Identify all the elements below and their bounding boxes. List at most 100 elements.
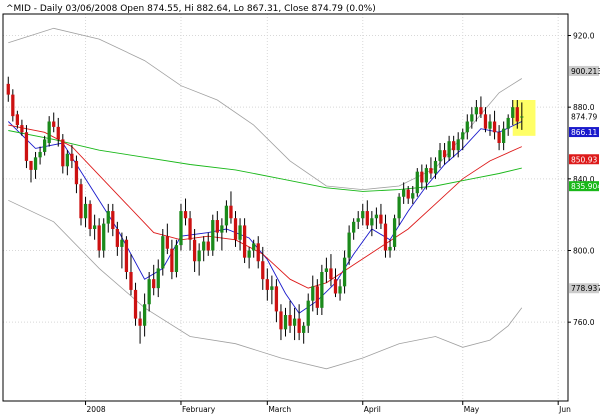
candle-body [347, 232, 351, 258]
value-tag-label: 866.11 [571, 128, 597, 137]
candle-body [447, 141, 451, 158]
candle-body [202, 241, 206, 251]
candle-body [152, 279, 156, 289]
candle-body [406, 189, 410, 199]
candle-body [192, 239, 197, 262]
candle-body [465, 121, 469, 133]
candle-body [315, 286, 319, 308]
candle-body [411, 193, 415, 199]
candle-body [370, 218, 374, 226]
candle-body [383, 223, 388, 251]
x-axis: 2008 February March April May Jun [85, 401, 571, 414]
candle-body [470, 114, 474, 122]
value-tags: 900.213 874.79 866.11 850.93 835.904 778.937 [569, 65, 600, 294]
chart-title: ^MID - Daily 03/06/2008 Open 874.55, Hi … [6, 4, 376, 14]
value-tag-label: 835.904 [571, 182, 600, 191]
value-tag-label: 900.213 [571, 67, 600, 76]
y-tick-label: 840.0 [573, 175, 595, 184]
candle-body [352, 221, 356, 233]
value-tag-box [569, 154, 599, 165]
candle-body [33, 157, 38, 170]
x-tick-label: 2008 [87, 405, 106, 414]
candle-body [479, 107, 483, 115]
candle-body [233, 218, 238, 240]
candle-body [61, 139, 65, 167]
candle-body [247, 250, 251, 258]
candle-body [511, 107, 515, 118]
value-tag-label: 874.79 [571, 113, 597, 122]
candle-body [502, 128, 506, 143]
candle-body [120, 239, 124, 247]
grid-lines [3, 14, 568, 401]
candle-body [306, 300, 310, 326]
envelope-line-1 [8, 27, 523, 191]
candle-body [374, 214, 379, 219]
candle-body [179, 211, 183, 246]
y-tick-label: 880.0 [573, 103, 595, 112]
candle-body [174, 245, 179, 272]
candle-body [15, 114, 19, 126]
candle-body [106, 211, 110, 224]
candle-body [70, 153, 74, 161]
candle-body [115, 229, 119, 247]
candle-body [429, 168, 433, 174]
candle-body [147, 279, 151, 305]
candle-body [474, 107, 479, 115]
candle-body [424, 168, 429, 183]
candle-body [365, 211, 369, 226]
candle-body [92, 225, 97, 229]
candle-body [88, 203, 92, 229]
candle-body [83, 203, 88, 219]
y-tick-label: 800.0 [573, 247, 595, 256]
candle-body [165, 236, 169, 249]
candle-body [261, 261, 265, 280]
candle-body [288, 315, 292, 326]
candle-body [283, 315, 288, 330]
candle-body [256, 243, 260, 262]
candle-body [252, 243, 256, 251]
moving-average-line-3 [8, 130, 522, 192]
candle-body [215, 220, 219, 233]
candle-body [379, 214, 383, 224]
candle-body [483, 114, 488, 129]
candle-body [102, 223, 106, 251]
candle-body [224, 205, 229, 226]
candle-body [492, 121, 497, 133]
y-tick-label: 920.0 [573, 32, 595, 41]
candle-body [11, 94, 15, 117]
candle-body [420, 171, 424, 183]
candle-body [333, 279, 338, 294]
candle-body [456, 139, 460, 151]
candle-body [442, 150, 447, 158]
candle-body [279, 311, 283, 330]
candle-body [361, 211, 365, 219]
candle-body [38, 151, 42, 158]
x-tick-label: April [364, 405, 381, 414]
candle-body [188, 218, 192, 240]
candle-body [229, 205, 233, 219]
candle-body [65, 153, 69, 167]
value-tag-label: 850.93 [571, 155, 597, 164]
candle-body [392, 218, 397, 247]
plot-frame [2, 13, 569, 402]
candlesticks [6, 76, 524, 344]
candle-body [242, 225, 247, 258]
candle-body [211, 220, 215, 251]
candle-body [133, 289, 138, 319]
envelope-line-2 [8, 199, 523, 370]
y-tick-label: 760.0 [573, 318, 595, 327]
candle-body [138, 318, 142, 326]
candle-body [29, 160, 33, 170]
candle-body [488, 121, 492, 129]
candle-body [338, 286, 342, 294]
candle-body [97, 225, 101, 251]
candle-body [156, 268, 160, 289]
candle-body [388, 246, 392, 251]
candle-body [292, 318, 297, 326]
candle-body [206, 241, 210, 251]
value-tag-box [569, 283, 599, 294]
candle-body [497, 132, 501, 143]
candle-body [47, 121, 51, 143]
candle-body [183, 211, 188, 219]
candle-body [270, 286, 274, 290]
